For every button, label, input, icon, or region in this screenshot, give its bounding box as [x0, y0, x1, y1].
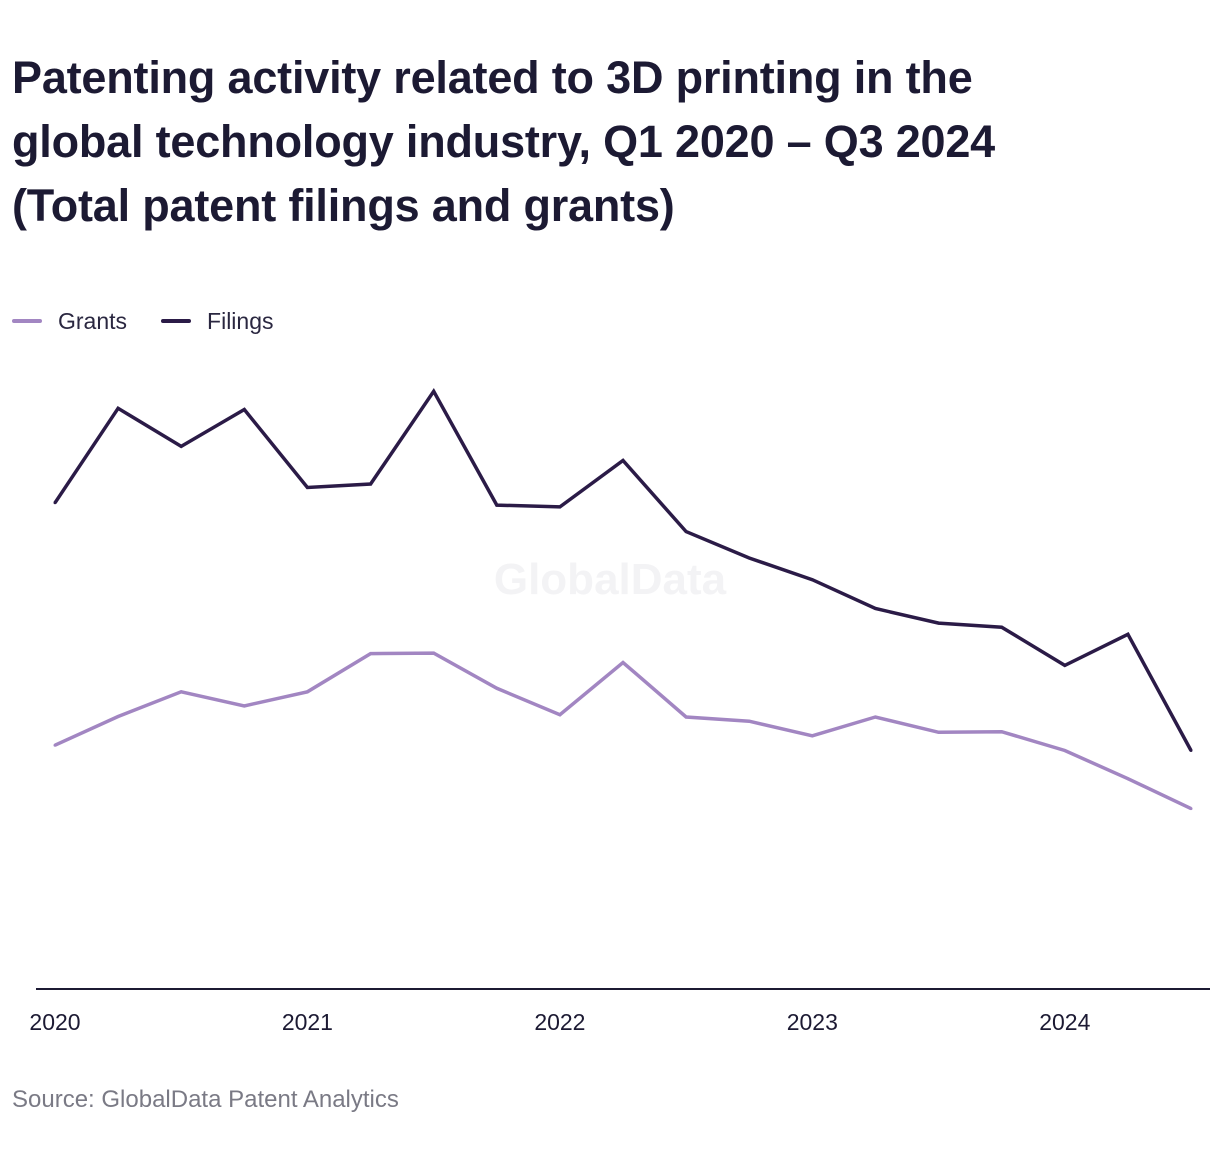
data-point-grants-15	[937, 730, 941, 734]
data-point-grants-12	[747, 719, 751, 723]
data-point-grants-19	[1189, 807, 1193, 811]
data-point-filings-16	[1000, 625, 1004, 629]
x-axis-ticks: 2020 2021 2022 2023 2024	[29, 1009, 1090, 1035]
chart-title-line-3: (Total patent filings and grants)	[12, 180, 675, 231]
data-point-filings-5	[305, 486, 309, 489]
series-layer	[53, 387, 1193, 811]
chart-legend: Grants Filings	[12, 306, 308, 336]
data-point-filings-7	[432, 389, 436, 393]
data-point-filings-12	[747, 556, 751, 560]
x-tick-label-2022: 2022	[534, 1009, 585, 1035]
data-point-grants-16	[1000, 730, 1004, 734]
data-point-grants-3	[179, 690, 183, 694]
legend-item-filings: Filings	[161, 307, 274, 335]
chart-title-line-2: global technology industry, Q1 2020 – Q3…	[12, 116, 995, 167]
source-note: Source: GlobalData Patent Analytics	[12, 1086, 399, 1113]
data-point-grants-14	[873, 715, 877, 719]
data-point-filings-6	[369, 482, 373, 486]
data-point-grants-11	[684, 715, 688, 719]
chart-title: Patenting activity related to 3D printin…	[12, 46, 1192, 238]
data-point-grants-13	[810, 734, 814, 738]
data-point-grants-4	[242, 704, 246, 708]
chart-title-line-1: Patenting activity related to 3D printin…	[12, 52, 973, 103]
watermark-text: GlobalData	[494, 555, 727, 604]
data-point-filings-13	[810, 578, 814, 582]
x-tick-label-2020: 2020	[29, 1009, 80, 1035]
data-point-filings-3	[179, 444, 183, 448]
data-point-filings-18	[1126, 632, 1130, 636]
data-point-grants-6	[369, 652, 373, 656]
data-point-grants-7	[432, 651, 436, 655]
data-point-grants-9	[558, 713, 562, 717]
x-tick-label-2024: 2024	[1039, 1009, 1090, 1035]
data-point-filings-11	[684, 530, 688, 534]
data-point-filings-19	[1189, 749, 1193, 752]
legend-item-grants: Grants	[12, 308, 127, 335]
data-point-grants-18	[1126, 777, 1130, 781]
data-point-filings-14	[873, 607, 877, 610]
data-point-grants-17	[1063, 749, 1067, 752]
data-point-filings-4	[242, 408, 246, 411]
data-point-grants-1	[53, 743, 57, 747]
data-point-filings-9	[558, 505, 562, 509]
data-point-filings-2	[116, 406, 120, 410]
legend-swatch-grants	[12, 319, 42, 323]
legend-swatch-filings	[161, 319, 192, 323]
data-point-filings-1	[53, 501, 57, 505]
series-line-grants	[54, 651, 1192, 811]
data-point-grants-5	[305, 690, 309, 694]
data-point-grants-8	[495, 686, 499, 690]
legend-label-grants: Grants	[58, 307, 128, 334]
x-tick-label-2023: 2023	[787, 1009, 838, 1035]
data-point-filings-8	[495, 503, 499, 507]
data-point-grants-10	[621, 661, 625, 664]
data-point-grants-2	[116, 715, 120, 718]
data-point-filings-17	[1063, 663, 1067, 667]
data-point-filings-15	[937, 621, 941, 625]
data-point-filings-10	[621, 459, 625, 462]
legend-label-filings: Filings	[207, 307, 274, 334]
x-tick-label-2021: 2021	[282, 1009, 333, 1035]
